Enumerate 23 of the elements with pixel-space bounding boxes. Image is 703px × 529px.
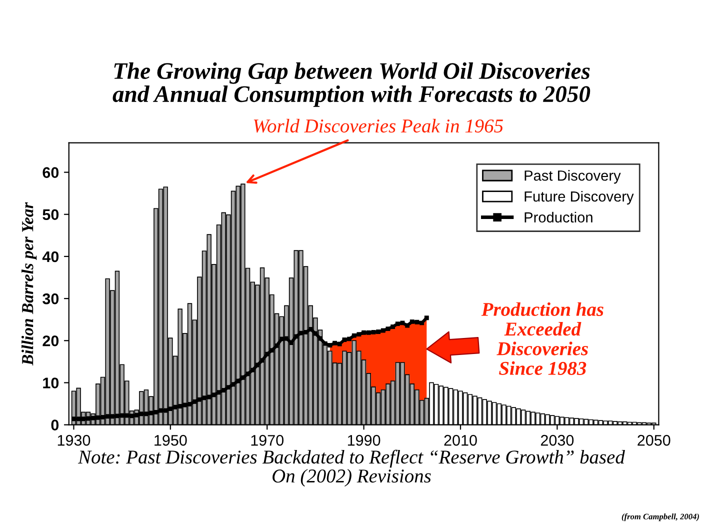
x-tick-label: 1950 <box>154 434 187 446</box>
x-tick-label: 2010 <box>444 434 477 446</box>
y-tick-label: 20 <box>42 335 59 346</box>
text: (from Campbell, 2004) <box>622 513 699 522</box>
legend-label: Past Discovery <box>524 170 621 184</box>
y-axis-title: Billion Barrels per Year <box>22 202 37 366</box>
x-tick-label: 1930 <box>58 434 90 446</box>
y-tick-label: 0 <box>51 420 59 430</box>
x-tick-label: 1990 <box>348 434 380 446</box>
annotation: World Discoveries Peak in 1965 <box>254 118 503 133</box>
text: Note: Past Discoveries Backdated to Reflect “Reserve Growth” based On (2002) Revisions <box>78 450 625 487</box>
y-tick-label: 40 <box>42 251 59 262</box>
x-tick-label: 2030 <box>540 434 574 446</box>
y-tick-label: 50 <box>42 209 59 220</box>
legend-label: Future Discovery <box>524 190 634 205</box>
legend-label: Production <box>524 212 592 223</box>
x-tick-label: 2050 <box>638 434 670 446</box>
y-tick-label: 10 <box>43 378 59 388</box>
annotation: Production has Exceeded Discoveries Since 1983 <box>481 302 604 375</box>
x-tick-label: 1970 <box>251 434 284 446</box>
y-tick-label: 30 <box>42 293 59 304</box>
y-tick-label: 60 <box>42 167 59 178</box>
chart-title: The Growing Gap between World Oil Discoveries and Annual Consumption with Forecasts to 2050 <box>112 62 590 107</box>
